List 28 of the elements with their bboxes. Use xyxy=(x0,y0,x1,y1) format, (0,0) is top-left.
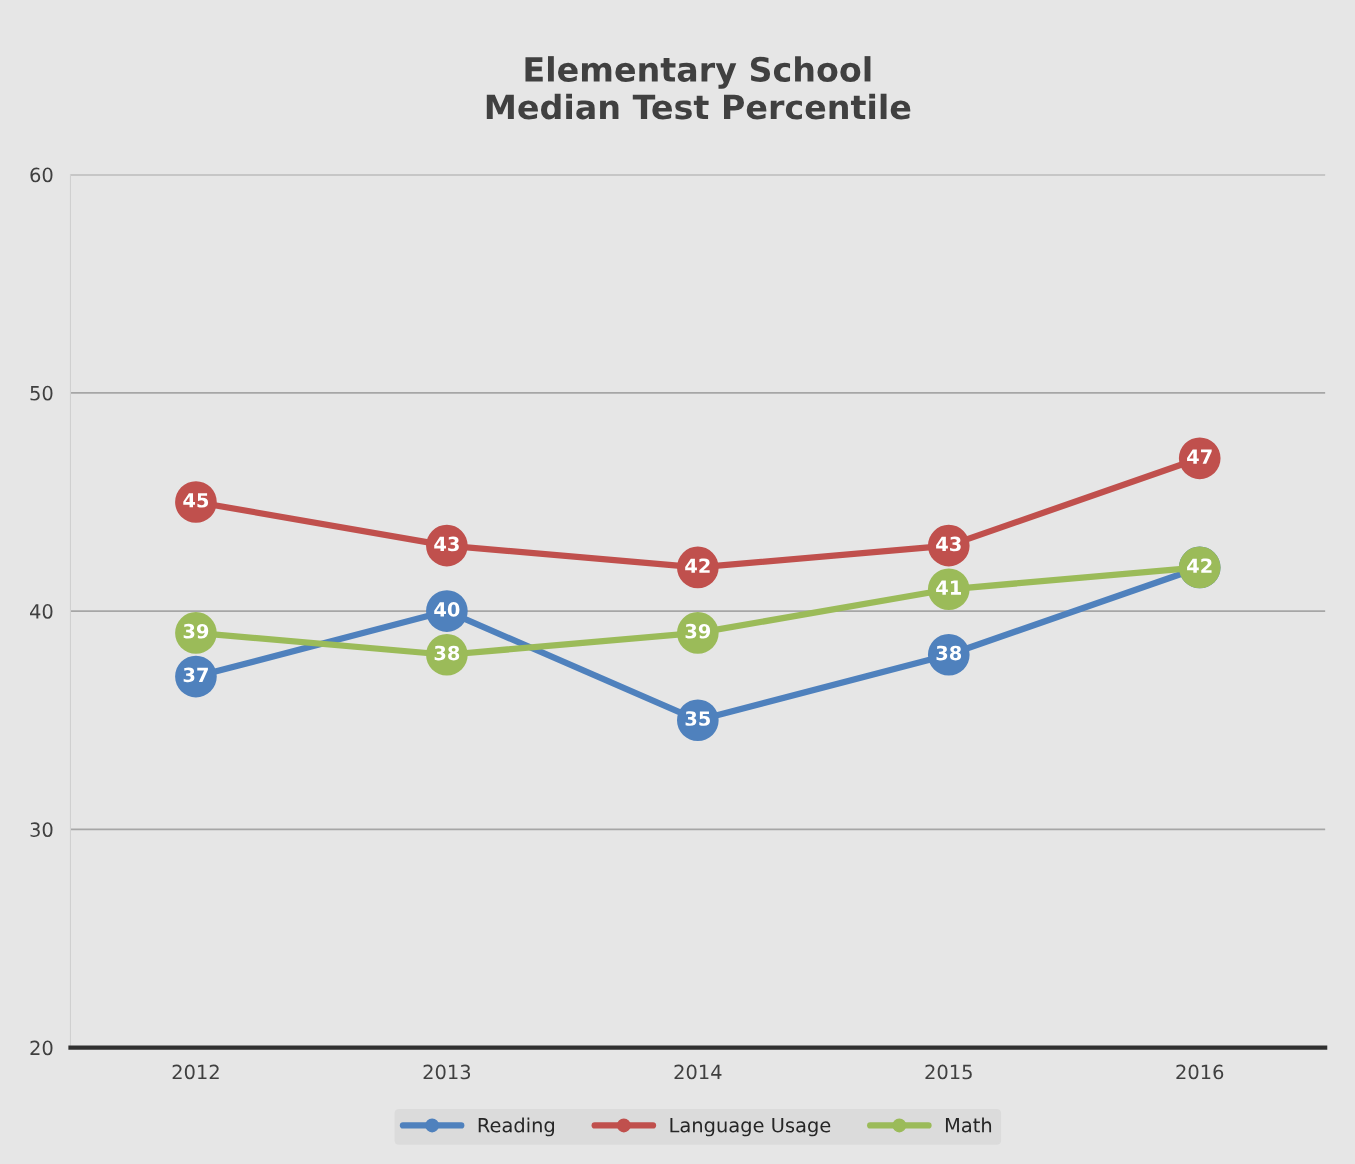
data-label: 38 xyxy=(936,645,962,661)
data-label: 45 xyxy=(183,493,209,508)
x-tick-label: 2014 xyxy=(674,1064,722,1080)
legend-label: Reading xyxy=(478,1117,554,1137)
data-label: 40 xyxy=(434,602,460,617)
legend-label: Language Usage xyxy=(670,1118,831,1137)
data-label: 42 xyxy=(1187,558,1212,573)
x-tick-label: 2013 xyxy=(423,1064,471,1080)
data-label: 42 xyxy=(685,558,710,573)
data-label: 38 xyxy=(434,645,460,661)
data-label: 43 xyxy=(936,536,961,552)
data-label: 43 xyxy=(434,536,459,552)
data-label: 37 xyxy=(183,667,208,683)
chart-title: Elementary School Median Test Percentile xyxy=(486,56,911,120)
data-label: 35 xyxy=(685,711,710,726)
x-tick-label: 2012 xyxy=(172,1064,219,1080)
x-tick-label: 2016 xyxy=(1176,1064,1224,1080)
y-tick-label: 50 xyxy=(30,385,53,401)
data-label: 41 xyxy=(936,580,961,595)
data-label: 39 xyxy=(183,623,209,639)
y-tick-label: 20 xyxy=(30,1040,53,1056)
legend-label: Math xyxy=(945,1117,992,1133)
y-tick-label: 40 xyxy=(30,604,53,619)
y-tick-label: 30 xyxy=(30,822,53,838)
data-label: 47 xyxy=(1187,449,1212,464)
y-tick-label: 60 xyxy=(30,167,53,183)
data-label: 39 xyxy=(685,623,711,639)
x-tick-label: 2015 xyxy=(925,1064,972,1080)
